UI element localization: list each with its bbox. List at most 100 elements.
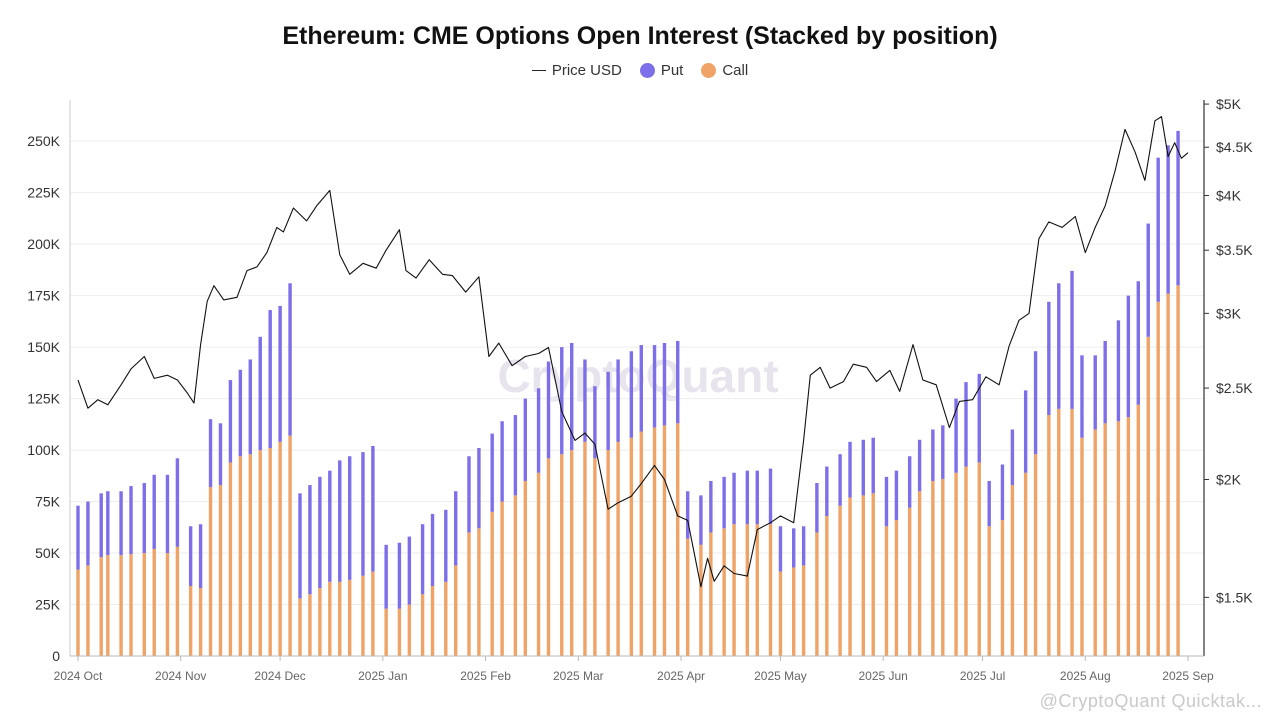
bar-call [119,555,123,656]
bar-call [825,515,829,656]
bar-call [987,526,991,656]
bar-call [709,532,713,656]
bar-call [99,557,103,656]
bar-call [662,425,667,656]
bar-put [218,423,223,486]
y-left-tick-label: 225K [27,185,60,201]
y-right-tick-label: $2K [1216,471,1242,487]
bar-call [699,544,703,656]
bar-put [977,373,981,463]
bar-call [838,505,842,656]
bar-call [218,485,223,656]
y-right-tick-label: $5K [1216,96,1242,112]
bar-put [268,310,272,449]
bar-put [907,456,912,508]
bar-put [208,419,213,488]
bar-put [861,439,865,496]
bar-put [629,351,634,438]
bar-call [616,441,620,656]
bar-put [709,480,713,533]
y-left-tick-label: 125K [27,391,60,407]
bar-call [454,565,458,656]
bar-put [662,342,667,426]
bar-put [420,524,425,595]
bar-put [685,491,690,539]
bar-call [1166,293,1170,656]
bar-put [570,342,574,451]
bar-call [86,565,90,656]
bar-call [593,458,597,656]
bar-call [1136,404,1140,656]
bar-call [467,532,471,656]
x-tick-label: 2025 May [754,669,807,683]
grid [70,140,1204,606]
x-tick-label: 2025 Feb [460,669,511,683]
price-line [77,116,1189,588]
bar-call [407,604,412,656]
bar-call [768,524,773,656]
x-tick-label: 2025 Sep [1162,669,1214,683]
bar-call [1116,421,1121,656]
bar-put [258,336,262,451]
y-left-tick-label: 50K [35,545,61,561]
bar-put [536,388,541,473]
bar-put [318,476,322,589]
chart-title: Ethereum: CME Options Open Interest (Sta… [282,22,998,50]
bar-put [348,456,352,580]
bar-put [1047,301,1051,416]
bar-put [964,382,968,467]
bar-call [792,567,796,656]
bar-call [778,571,783,656]
y-axis-left: 0 25K 50K 75K 100K 125K 150K 175K 200K 225K 250K [27,133,60,664]
bar-call [513,495,518,656]
legend-label-price: Price USD [551,62,622,79]
price-usd-series [77,116,1189,588]
bar-put [931,429,935,481]
bar-put [593,386,597,459]
bar-put [1093,355,1097,430]
bar-put [430,513,435,586]
bar-call [1080,437,1084,656]
bar-call [500,501,504,656]
bar-put [546,361,551,459]
bar-call [1093,429,1097,656]
bar-put [825,466,829,516]
bar-call [76,569,80,656]
bar-put [801,526,806,566]
legend-item-call[interactable]: Call [701,62,748,79]
bar-put [397,542,402,609]
bar-call [175,546,180,656]
bar-call [1103,423,1107,656]
bar-call [238,456,243,656]
bar-put [732,472,736,525]
bar-put [477,448,481,529]
bar-call [1033,454,1038,656]
bar-put [238,369,243,457]
bar-call [308,594,312,656]
bar-call [685,538,690,656]
bar-put [1080,355,1084,438]
bar-call [106,555,110,656]
bar-put [175,458,180,547]
legend-item-put[interactable]: Put [639,62,683,79]
legend-item-price[interactable]: Price USD [531,62,622,79]
bar-put [188,526,193,586]
bar-put [815,483,819,533]
bar-put [444,509,448,582]
bar-put [871,437,875,494]
x-tick-label: 2025 Mar [553,669,604,683]
bar-call [444,581,448,656]
bar-call [1047,415,1051,656]
bar-put [987,480,991,527]
axes [69,100,1205,657]
bar-call [801,565,806,656]
bar-put [884,476,889,527]
x-tick-label: 2025 Jan [358,669,407,683]
bar-put [639,345,643,432]
bar-put [119,491,123,556]
bar-call [964,466,968,656]
y-axis-right: $1.5K $2K $2.5K $3K $3.5K $4K $4.5K $5K [1204,96,1253,605]
bar-call [546,458,551,656]
bar-call [884,526,889,656]
bar-put [1057,283,1061,409]
